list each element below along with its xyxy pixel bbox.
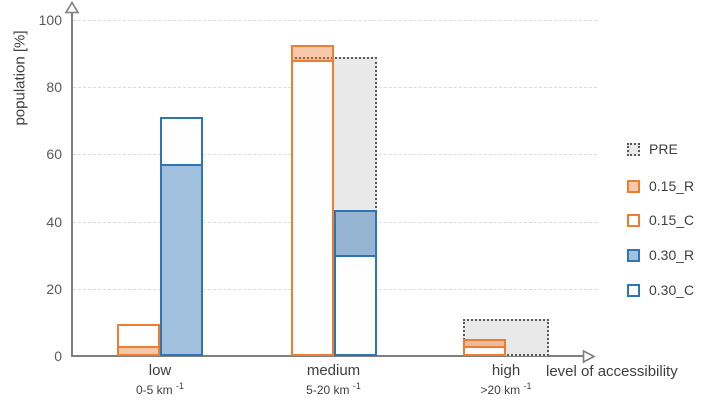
legend-swatch-0.15_R-icon bbox=[627, 179, 640, 193]
legend-label-0.30_C: 0.30_C bbox=[649, 282, 695, 298]
gridline-100 bbox=[73, 20, 597, 21]
y-tick-label-40: 40 bbox=[46, 213, 62, 230]
y-tick-label-60: 60 bbox=[46, 146, 62, 163]
category-label-medium: medium bbox=[306, 362, 361, 379]
y-tick-label-80: 80 bbox=[46, 79, 62, 96]
bar-0.15_C-high bbox=[463, 345, 506, 356]
y-axis-label: population [%] bbox=[11, 30, 29, 126]
y-axis-arrow-icon bbox=[64, 1, 80, 14]
bar-0.30_C-medium bbox=[333, 255, 377, 356]
category-label-high: high bbox=[491, 362, 521, 379]
y-tick-label-0: 0 bbox=[54, 348, 62, 364]
x-axis-arrow-icon bbox=[582, 349, 596, 363]
category-sublabel-low: 0-5 km -1 bbox=[135, 381, 185, 397]
legend-label-0.15_C: 0.15_C bbox=[649, 212, 695, 228]
legend-swatch-0.30_R-icon bbox=[627, 248, 640, 262]
y-tick-label-20: 20 bbox=[46, 280, 62, 297]
legend-item-0.15_C: 0.15_C bbox=[627, 212, 694, 228]
category-sublabel-medium: 5-20 km -1 bbox=[306, 381, 361, 397]
y-axis-line bbox=[71, 10, 73, 357]
legend-item-0.30_R: 0.30_R bbox=[627, 247, 694, 263]
legend-label-PRE: PRE bbox=[649, 141, 678, 157]
legend-item-PRE: PRE bbox=[627, 141, 678, 157]
legend-swatch-PRE-icon bbox=[627, 142, 640, 156]
legend-swatch-0.30_C-icon bbox=[627, 283, 640, 297]
legend-item-0.15_R: 0.15_R bbox=[627, 178, 694, 194]
legend-swatch-0.15_C-icon bbox=[627, 213, 640, 227]
bar-0.15_R-low bbox=[117, 345, 160, 356]
category-label-low: low bbox=[148, 362, 172, 379]
bar-0.30_R-low bbox=[160, 164, 203, 356]
bar-0.15_C-medium bbox=[290, 60, 334, 356]
y-tick-label-100: 100 bbox=[38, 12, 62, 28]
category-sublabel-high: >20 km -1 bbox=[480, 381, 532, 397]
legend-label-0.15_R: 0.15_R bbox=[649, 178, 695, 194]
x-axis-line bbox=[71, 355, 584, 357]
x-axis-title: level of accessibility bbox=[546, 363, 678, 380]
legend-label-0.30_R: 0.30_R bbox=[649, 247, 695, 263]
legend-item-0.30_C: 0.30_C bbox=[627, 282, 694, 298]
